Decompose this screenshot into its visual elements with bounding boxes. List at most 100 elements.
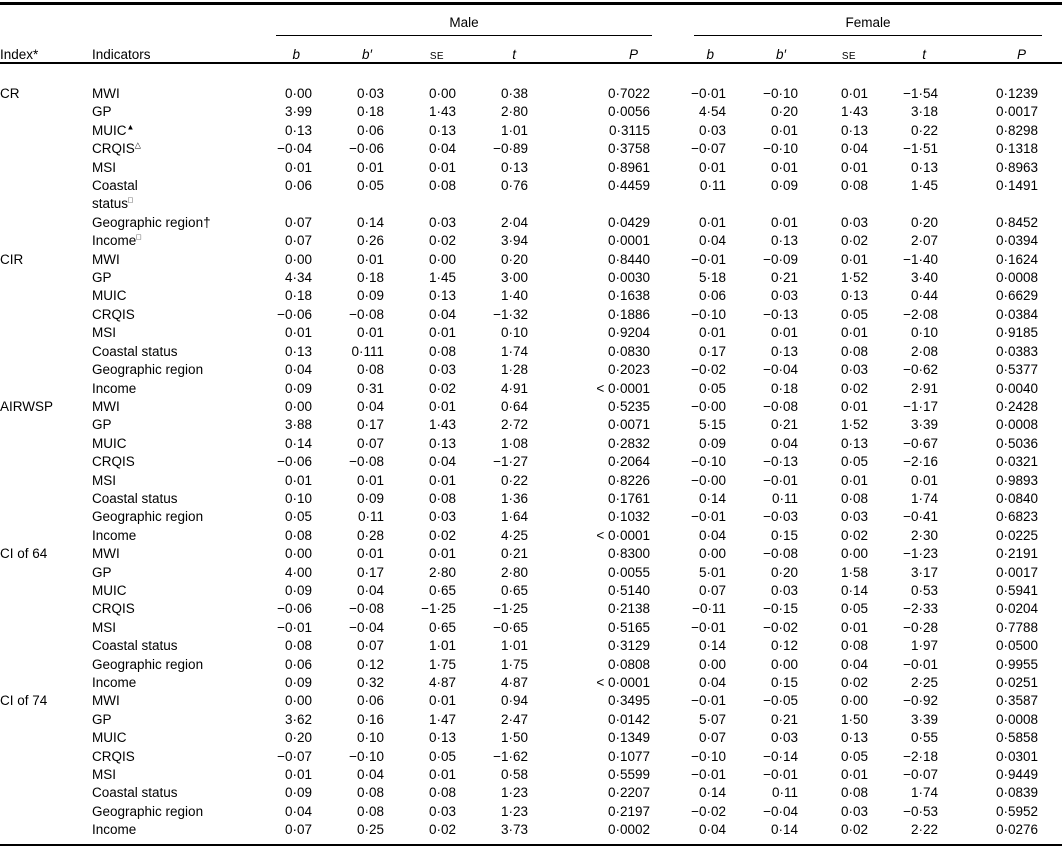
table-row: AIRWSP MWI 0·00 0·04 0·01 0·64 0·5235 −0·00 −0·0…: [0, 398, 1042, 416]
value-cell: −0·08: [763, 398, 798, 414]
value-cell: 2·80: [500, 564, 528, 580]
value-cell: 0·22: [500, 472, 528, 488]
value-cell: 0·0500: [995, 638, 1039, 654]
value-cell: 0·12: [770, 638, 798, 654]
col-header-male-t: t: [512, 47, 516, 62]
value-cell: 0·3587: [995, 693, 1039, 709]
table-row: CRQIS −0·07 −0·10 0·05 −1·62 0·1077 −0·10 −0·14…: [0, 748, 1042, 766]
indicator-cell: CRQIS: [92, 306, 135, 322]
value-cell: −1·25: [493, 601, 528, 617]
value-cell: 0·00: [284, 546, 312, 562]
index-cell: [0, 159, 92, 177]
value-cell: 0·20: [770, 104, 798, 120]
value-cell: 0·0040: [995, 380, 1039, 396]
value-cell: 0·00: [284, 398, 312, 414]
value-cell: 0·04: [840, 141, 868, 157]
value-cell: 0·01: [284, 767, 312, 783]
value-cell: 0·111: [351, 343, 384, 359]
value-cell: 0·8226: [607, 472, 650, 488]
value-cell: 0·01: [840, 86, 868, 101]
value-cell: 0·01: [284, 472, 312, 488]
value-cell: 0·03: [840, 214, 868, 230]
value-cell: 0·00: [284, 86, 312, 101]
table-body: CR MWI 0·00 0·03 0·00 0·38 0·7022 −0·01 −0·10 0·0…: [0, 67, 1042, 840]
value-cell: 0·01: [356, 325, 384, 341]
col-header-male-se: SE: [429, 51, 444, 62]
value-cell: 0·1032: [607, 509, 650, 525]
index-cell: [0, 766, 92, 784]
value-cell: 0·9204: [607, 325, 650, 341]
value-cell: 0·03: [428, 214, 456, 230]
value-cell: 1·43: [428, 417, 456, 433]
table-row: Geographic region† 0·07 0·14 0·03 2·04 0·0429…: [0, 214, 1042, 232]
value-cell: 0·12: [356, 656, 384, 672]
index-cell: [0, 380, 92, 398]
value-cell: 1·23: [500, 803, 528, 819]
index-cell: [0, 656, 92, 674]
value-cell: 0·09: [356, 288, 384, 304]
value-cell: 0·08: [356, 803, 384, 819]
value-cell: −0·02: [763, 619, 798, 635]
indicator-cell: GP: [92, 417, 112, 433]
table-row: GP 3·99 0·18 1·43 2·80 0·0056 4·54 0·20 1·43 3·18…: [0, 103, 1042, 121]
value-cell: 5·15: [698, 417, 726, 433]
value-cell: 0·14: [698, 638, 726, 654]
value-cell: 0·05: [284, 509, 312, 525]
value-cell: 1·50: [500, 730, 528, 746]
value-cell: 1·40: [500, 288, 528, 304]
value-cell: 0·18: [770, 380, 798, 396]
footnote-symbol: □: [136, 232, 142, 242]
value-cell: −0·65: [493, 619, 528, 635]
value-cell: 0·01: [356, 472, 384, 488]
value-cell: 0·28: [356, 527, 384, 543]
value-cell: 0·08: [428, 343, 456, 359]
indicator-cell: MWI: [92, 546, 120, 562]
value-cell: 3·73: [500, 822, 528, 838]
index-cell: CR: [0, 86, 20, 101]
table-row: MUIC 0·14 0·07 0·13 1·08 0·2832 0·09 0·04 0·13 −0…: [0, 435, 1042, 453]
value-cell: 0·05: [698, 380, 726, 396]
value-cell: 0·08: [356, 362, 384, 378]
value-cell: 0·04: [356, 767, 384, 783]
value-cell: 0·03: [840, 803, 868, 819]
value-cell: 0·01: [840, 472, 868, 488]
value-cell: 0·08: [356, 785, 384, 801]
indicator-cell: Geographic region: [92, 362, 204, 378]
value-cell: 1·74: [910, 785, 938, 801]
value-cell: 4·25: [500, 527, 528, 543]
value-cell: 0·02: [840, 527, 868, 543]
value-cell: −0·02: [691, 362, 726, 378]
col-header-male-b: b: [292, 47, 300, 62]
value-cell: −0·10: [691, 454, 726, 470]
value-cell: 0·08: [428, 490, 456, 506]
indicator-cell: MUIC: [92, 730, 127, 746]
value-cell: 0·13: [770, 343, 798, 359]
index-cell: [0, 122, 92, 140]
value-cell: 4·00: [284, 564, 312, 580]
value-cell: 0·08: [840, 343, 868, 359]
value-cell: 0·05: [356, 178, 384, 194]
value-cell: 0·04: [698, 527, 726, 543]
index-cell: [0, 508, 92, 526]
indicator-cell: Geographic region: [92, 509, 204, 525]
value-cell: 0·01: [840, 619, 868, 635]
value-cell: 1·36: [500, 490, 528, 506]
value-cell: 0·13: [840, 435, 868, 451]
table-row: CI of 74 MWI 0·00 0·06 0·01 0·94 0·3495 −0·01 −0…: [0, 692, 1042, 710]
value-cell: 0·0017: [995, 564, 1039, 580]
value-cell: 0·2832: [607, 435, 650, 451]
table-row: GP 3·62 0·16 1·47 2·47 0·0142 5·07 0·21 1·50 3·39…: [0, 711, 1042, 729]
value-cell: 0·7788: [995, 619, 1039, 635]
value-cell: 1·74: [910, 490, 938, 506]
value-cell: 0·65: [428, 619, 456, 635]
value-cell: 0·01: [840, 767, 868, 783]
value-cell: −1·25: [421, 601, 456, 617]
value-cell: 4·54: [698, 104, 726, 120]
value-cell: 0·20: [284, 730, 312, 746]
value-cell: 0·13: [428, 435, 456, 451]
value-cell: −2·08: [903, 306, 938, 322]
value-cell: 1·43: [840, 104, 868, 120]
value-cell: 0·07: [356, 638, 384, 654]
value-cell: 2·30: [910, 527, 938, 543]
value-cell: 0·04: [840, 656, 868, 672]
